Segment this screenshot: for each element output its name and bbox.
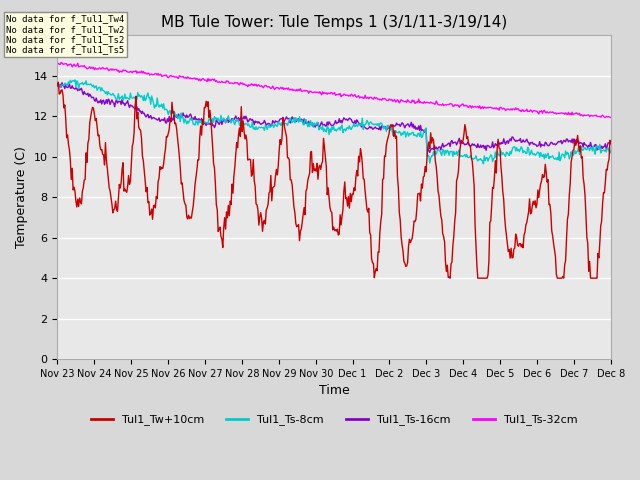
Legend: Tul1_Tw+10cm, Tul1_Ts-8cm, Tul1_Ts-16cm, Tul1_Ts-32cm: Tul1_Tw+10cm, Tul1_Ts-8cm, Tul1_Ts-16cm,…	[86, 410, 582, 430]
Text: No data for f_Tul1_Tw4
No data for f_Tul1_Tw2
No data for f_Tul1_Ts2
No data for: No data for f_Tul1_Tw4 No data for f_Tul…	[6, 14, 125, 55]
Y-axis label: Temperature (C): Temperature (C)	[15, 146, 28, 248]
X-axis label: Time: Time	[319, 384, 349, 397]
Title: MB Tule Tower: Tule Temps 1 (3/1/11-3/19/14): MB Tule Tower: Tule Temps 1 (3/1/11-3/19…	[161, 15, 508, 30]
